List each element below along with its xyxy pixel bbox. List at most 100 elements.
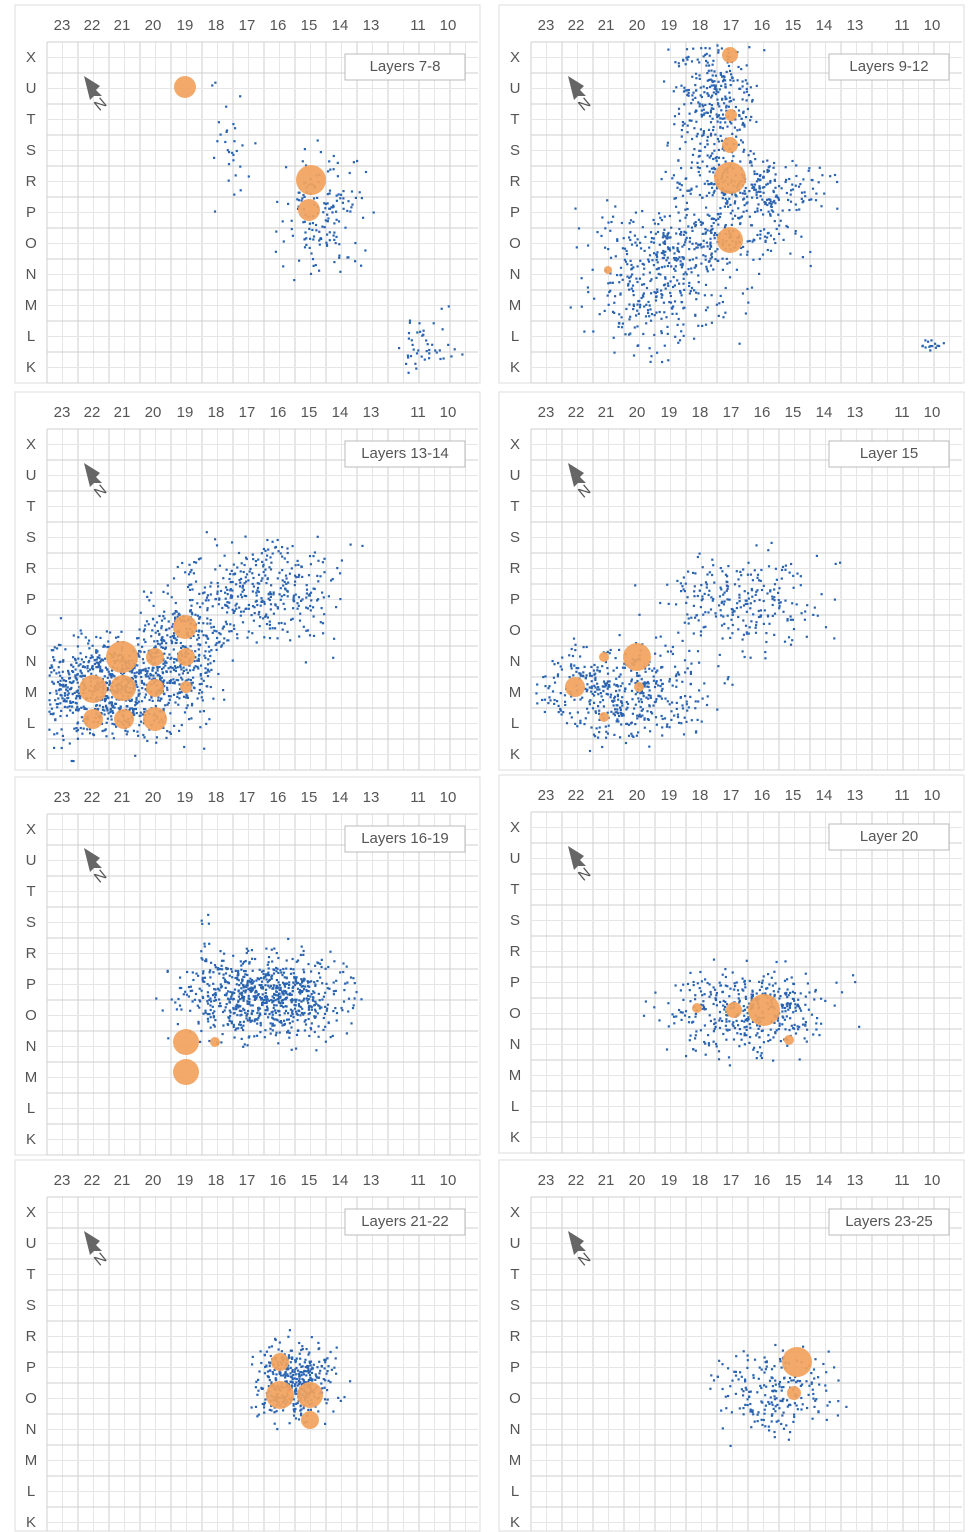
find-dot xyxy=(213,1025,216,1028)
find-dot xyxy=(414,362,417,365)
find-dot xyxy=(738,128,741,131)
find-dot xyxy=(277,956,280,960)
find-dot xyxy=(582,671,585,674)
find-dot xyxy=(174,667,177,670)
find-dot xyxy=(287,202,290,205)
find-dot xyxy=(796,572,799,575)
find-dot xyxy=(625,701,628,704)
find-dot xyxy=(137,637,140,640)
find-dot xyxy=(659,679,662,682)
find-dot xyxy=(738,342,741,345)
find-dot xyxy=(710,167,713,170)
find-dot xyxy=(328,231,331,234)
find-dot xyxy=(151,699,154,702)
find-dot xyxy=(198,616,202,619)
find-dot xyxy=(247,987,250,990)
find-dot xyxy=(196,659,199,662)
find-dot xyxy=(696,58,699,61)
find-dot xyxy=(247,1009,250,1013)
find-dot xyxy=(683,288,686,291)
find-dot xyxy=(690,719,693,722)
find-concentration xyxy=(180,681,192,693)
find-dot xyxy=(710,294,713,297)
find-dot xyxy=(72,760,75,763)
find-dot xyxy=(724,225,727,228)
column-label: 10 xyxy=(440,789,457,806)
find-dot xyxy=(594,672,597,675)
find-dot xyxy=(590,726,593,729)
find-dot xyxy=(640,691,643,694)
find-dot xyxy=(319,151,322,154)
find-dot xyxy=(623,690,626,693)
find-dot xyxy=(229,1014,232,1018)
find-dot xyxy=(751,100,754,103)
find-dot xyxy=(737,109,741,112)
find-dot xyxy=(242,1028,245,1032)
find-dot xyxy=(187,573,191,576)
find-dot xyxy=(755,84,758,87)
layer-label: Layers 16-19 xyxy=(361,830,449,847)
find-dot xyxy=(585,674,588,677)
find-dot xyxy=(629,722,633,725)
find-dot xyxy=(276,606,279,609)
layer-label-box xyxy=(344,440,466,468)
find-dot xyxy=(594,735,597,738)
find-dot xyxy=(294,983,297,987)
find-dot xyxy=(721,268,724,271)
find-dot xyxy=(729,203,732,206)
find-dot xyxy=(668,703,671,706)
find-dot xyxy=(80,632,83,635)
find-dot xyxy=(638,674,641,677)
find-dot xyxy=(55,703,58,706)
find-dot xyxy=(281,579,284,582)
find-dot xyxy=(696,161,699,164)
find-dot xyxy=(680,84,683,87)
find-dot xyxy=(720,109,723,112)
find-dot xyxy=(248,980,251,983)
find-dot xyxy=(650,278,653,281)
find-dot xyxy=(178,691,181,694)
find-dot xyxy=(218,989,221,992)
find-dot xyxy=(105,630,108,633)
find-dot xyxy=(152,677,155,680)
find-dot xyxy=(333,261,336,264)
find-dot xyxy=(710,253,713,256)
find-dot xyxy=(675,257,678,260)
find-dot xyxy=(263,636,266,639)
find-dot xyxy=(271,540,274,543)
find-dot xyxy=(724,573,728,576)
find-dot xyxy=(702,113,705,117)
find-dot xyxy=(678,673,681,676)
find-dot xyxy=(235,1007,238,1010)
find-dot xyxy=(138,714,141,717)
find-dot xyxy=(770,209,773,212)
map-panel: 23 22 21 20 19 18 17 16 15 14 13 11 10XUTSRPONMLKNLa… xyxy=(498,4,965,384)
find-dot xyxy=(680,129,683,132)
find-dot xyxy=(303,1011,306,1015)
find-dot xyxy=(747,561,750,564)
find-dot xyxy=(697,700,700,703)
find-dot xyxy=(748,239,751,243)
find-dot xyxy=(662,301,665,304)
find-dot xyxy=(635,734,638,737)
find-dot xyxy=(203,980,206,983)
find-dot xyxy=(689,672,692,675)
find-dot xyxy=(294,574,297,577)
find-dot xyxy=(740,574,743,577)
find-dot xyxy=(575,246,578,249)
column-label: 21 xyxy=(598,17,615,34)
find-dot xyxy=(103,713,106,716)
find-dot xyxy=(674,61,677,64)
find-dot xyxy=(740,68,743,71)
find-dot xyxy=(652,218,655,222)
find-dot xyxy=(661,360,664,364)
find-dot xyxy=(270,948,273,951)
find-dot xyxy=(298,991,301,994)
find-dot xyxy=(649,696,652,699)
find-dot xyxy=(711,194,714,197)
find-dot xyxy=(616,718,619,721)
find-dot xyxy=(193,666,196,669)
find-dot xyxy=(136,664,139,667)
find-dot xyxy=(220,644,223,647)
find-dot xyxy=(702,108,705,111)
